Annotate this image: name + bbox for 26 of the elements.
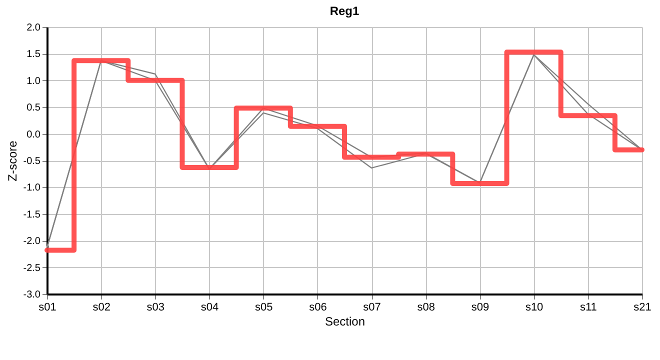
x-tick-label: s04 xyxy=(200,302,219,314)
x-tick-label: s01 xyxy=(38,302,56,314)
x-tick-label: s02 xyxy=(92,302,110,314)
x-tick-label: s09 xyxy=(471,302,490,314)
y-tick-label: 2.0 xyxy=(26,22,41,34)
x-tick-label: s06 xyxy=(309,302,327,314)
x-tick-label: s21 xyxy=(634,302,652,314)
y-tick-label: 0.5 xyxy=(26,102,41,114)
x-tick-label: s10 xyxy=(525,302,544,314)
x-tick-label: s07 xyxy=(363,302,381,314)
x-tick-label: s11 xyxy=(580,302,597,314)
x-axis-title: Section xyxy=(324,314,366,328)
y-tick-label: -1.0 xyxy=(23,182,41,194)
y-tick-label: -2.0 xyxy=(23,236,41,248)
chart-title: Reg1 xyxy=(330,4,360,18)
y-tick-label: -2.5 xyxy=(23,262,41,274)
y-tick-label: 1.5 xyxy=(26,49,41,60)
y-tick-label: 0.0 xyxy=(26,129,41,140)
y-tick-label: -1.5 xyxy=(23,209,41,220)
x-tick-label: s08 xyxy=(417,302,436,314)
y-tick-label: -0.5 xyxy=(23,156,41,167)
x-tick-label: s05 xyxy=(254,302,273,314)
y-tick-label: 1.0 xyxy=(26,76,41,87)
y-tick-label: -3.0 xyxy=(23,290,41,300)
x-tick-label: s03 xyxy=(146,302,165,314)
y-axis-title: Z-score xyxy=(5,140,20,182)
